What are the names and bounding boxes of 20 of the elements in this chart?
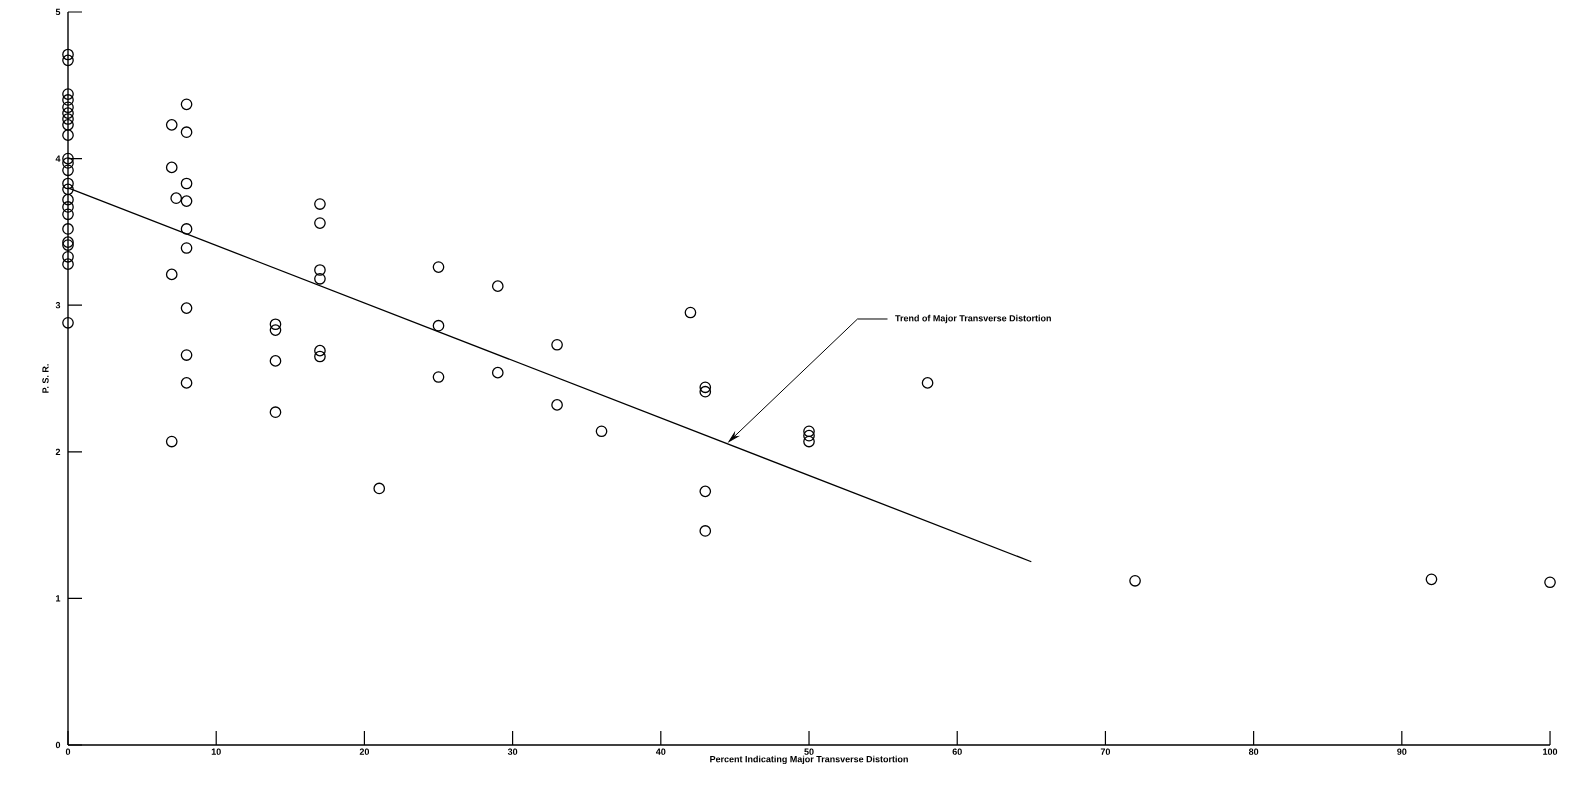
y-tick-label: 3 <box>55 302 61 309</box>
x-tick-label: 70 <box>1100 748 1111 755</box>
y-axis-title: P. S. R. <box>42 364 49 393</box>
x-tick-label: 10 <box>211 748 221 755</box>
x-tick-label: 100 <box>1543 748 1558 755</box>
y-tick-label: 4 <box>55 155 61 162</box>
x-tick-label: 50 <box>804 748 814 755</box>
x-tick-label: 60 <box>952 748 962 755</box>
x-tick-label: 40 <box>655 748 666 755</box>
annotation: Trend of Major Transverse Distortion <box>895 314 1051 324</box>
x-tick-label: 30 <box>507 748 518 755</box>
y-tick-label: 0 <box>55 741 61 749</box>
y-tick-label: 2 <box>55 448 61 455</box>
x-axis-title: Percent Indicating Major Transverse Distortion <box>710 755 908 765</box>
x-tick-label: 80 <box>1248 748 1259 755</box>
x-tick-label: 20 <box>359 748 370 755</box>
x-tick-label: 90 <box>1397 748 1407 755</box>
y-tick-label: 1 <box>56 595 61 602</box>
y-tick-label: 5 <box>55 8 61 16</box>
x-tick-label: 0 <box>65 748 71 755</box>
